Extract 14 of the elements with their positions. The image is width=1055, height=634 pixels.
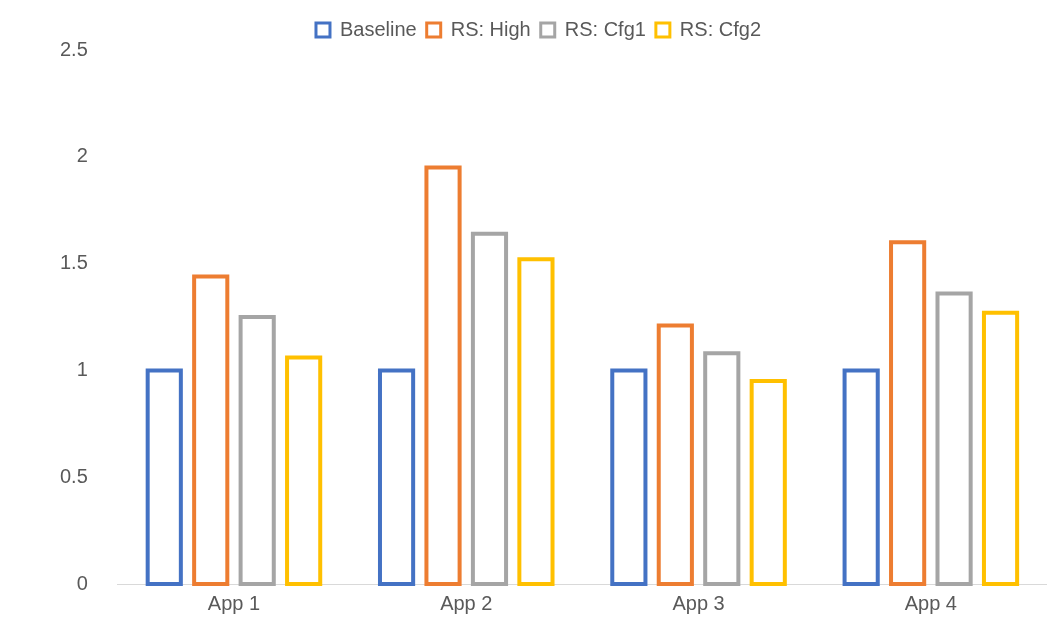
y-tick-label: 0 — [76, 571, 88, 594]
y-tick-label: 0.5 — [59, 464, 88, 487]
y-tick-label: 2 — [76, 144, 88, 167]
x-tick-label: App 3 — [672, 591, 725, 614]
y-tick-label: 2.5 — [59, 37, 88, 60]
legend-label: RS: Cfg1 — [564, 17, 646, 40]
x-tick-label: App 2 — [440, 591, 493, 614]
legend-label: RS: Cfg2 — [679, 17, 762, 40]
x-tick-label: App 1 — [207, 591, 261, 614]
legend-label: RS: High — [450, 17, 531, 40]
y-tick-label: 1.5 — [59, 251, 88, 274]
legend-label: Baseline — [339, 17, 417, 40]
y-tick-label: 1 — [76, 357, 88, 380]
x-tick-label: App 4 — [904, 591, 957, 614]
